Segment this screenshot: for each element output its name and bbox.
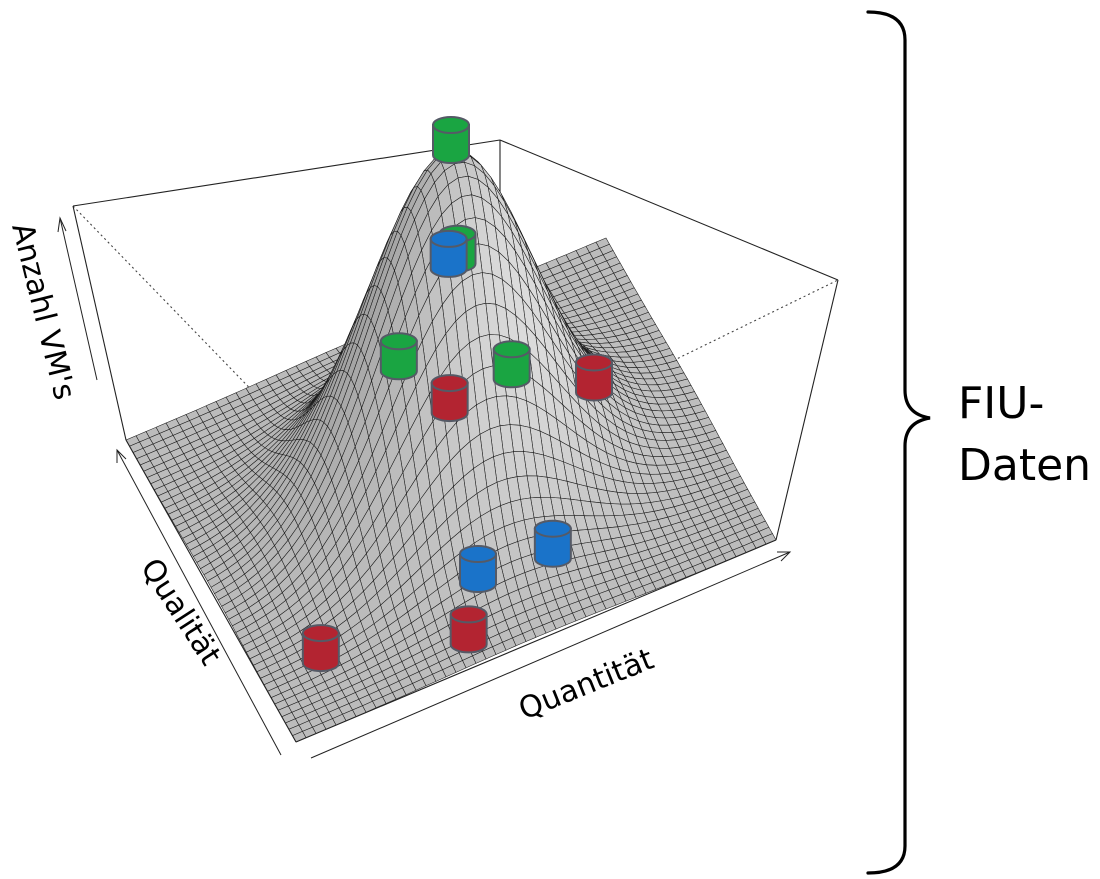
cylinder-marker-green bbox=[432, 116, 470, 164]
bracket-label-line2: Daten bbox=[958, 440, 1091, 491]
cylinder-marker-green bbox=[492, 340, 531, 389]
cylinder-marker-blue bbox=[429, 229, 468, 278]
cylinder-marker-blue bbox=[459, 545, 497, 593]
box-edge-front-right bbox=[295, 539, 777, 743]
bracket-label-line1: FIU- bbox=[958, 378, 1044, 429]
box-edge-top-right bbox=[499, 139, 839, 281]
z-axis-arrow bbox=[57, 216, 98, 381]
cylinder-marker-green bbox=[379, 332, 418, 381]
cylinder-marker-red bbox=[575, 353, 613, 402]
y-axis-arrow bbox=[116, 448, 282, 756]
box-back-edge-1 bbox=[72, 205, 369, 511]
cylinder-marker-red bbox=[449, 605, 488, 654]
cylinder-marker-red bbox=[301, 624, 340, 673]
marker-layer bbox=[301, 116, 613, 673]
box-edge-vertical-right bbox=[775, 279, 839, 541]
box-edge-top-back bbox=[72, 139, 501, 207]
brace-icon bbox=[866, 10, 931, 875]
cylinder-marker-blue bbox=[533, 519, 572, 568]
x-axis-label: Quantität bbox=[514, 642, 659, 728]
box-edge-vertical-left bbox=[72, 205, 127, 441]
cylinder-marker-red bbox=[430, 374, 469, 423]
z-axis-label: Anzahl VM's bbox=[4, 219, 82, 403]
box-edge-front-left bbox=[125, 439, 297, 743]
x-axis-arrow bbox=[310, 551, 792, 759]
